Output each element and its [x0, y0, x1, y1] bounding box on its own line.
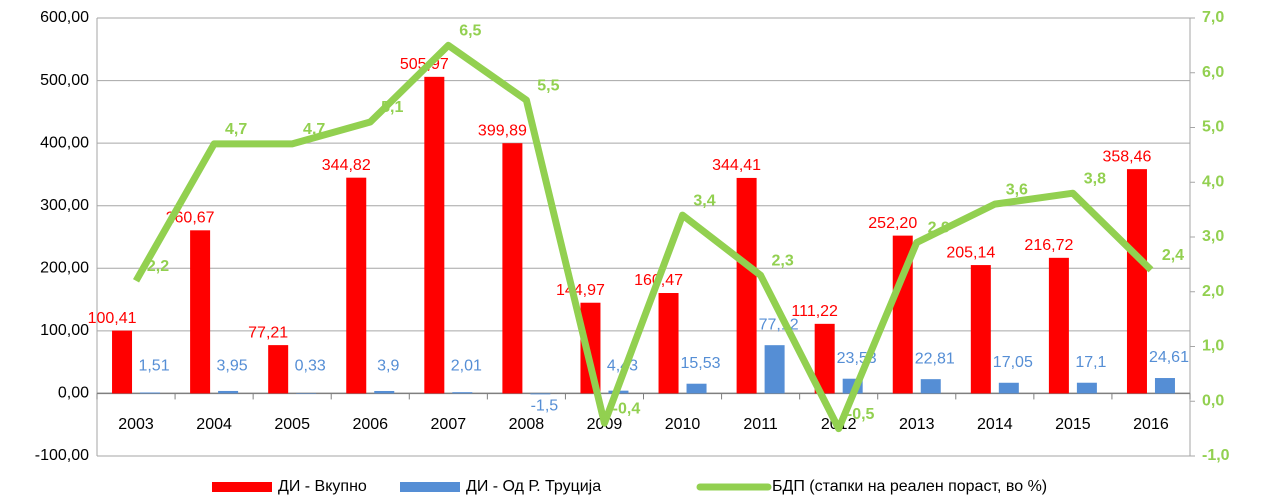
- bar: [580, 302, 601, 394]
- y-tick-label: 300,00: [40, 197, 89, 214]
- data-label: 2,9: [928, 220, 950, 237]
- bar: [970, 265, 991, 394]
- bar: [736, 177, 757, 394]
- legend-label: БДП (стапки на реален пораст, во %): [772, 478, 1047, 495]
- y-tick-label: 400,00: [40, 134, 89, 151]
- bar: [218, 390, 239, 394]
- y2-tick-label: 6,0: [1202, 64, 1224, 81]
- data-label: 77,21: [248, 324, 288, 341]
- x-tick-label: 2016: [1133, 416, 1169, 433]
- data-label: 1,51: [138, 358, 169, 375]
- data-label: 15,53: [681, 355, 721, 372]
- y-tick-label: 0,00: [58, 385, 89, 402]
- x-tick-label: 2015: [1055, 416, 1091, 433]
- data-label: 3,95: [217, 358, 248, 375]
- x-tick-label: 2010: [665, 416, 701, 433]
- y2-tick-label: 5,0: [1202, 119, 1224, 136]
- y2-tick-label: -1,0: [1202, 447, 1230, 464]
- y2-tick-label: 3,0: [1202, 228, 1224, 245]
- data-label: 22,81: [915, 350, 955, 367]
- data-label: 2,4: [1162, 247, 1184, 264]
- bar: [296, 393, 317, 394]
- x-tick-label: 2003: [118, 416, 154, 433]
- data-label: 111,22: [791, 303, 838, 320]
- bar: [892, 235, 913, 394]
- data-label: 344,82: [322, 157, 371, 174]
- data-label: 358,46: [1102, 148, 1151, 165]
- data-label: 144,97: [556, 282, 605, 299]
- bar: [452, 392, 473, 394]
- bar: [268, 345, 289, 394]
- data-label: 100,41: [88, 310, 137, 327]
- bar: [1154, 378, 1175, 394]
- data-label: 216,72: [1024, 237, 1073, 254]
- data-label: 252,20: [868, 215, 917, 232]
- y-tick-label: 200,00: [40, 260, 89, 277]
- legend-swatch: [400, 482, 460, 492]
- bar: [998, 382, 1019, 394]
- x-tick-label: 2008: [509, 416, 545, 433]
- y2-tick-label: 2,0: [1202, 283, 1224, 300]
- x-tick-label: 2006: [352, 416, 388, 433]
- legend-swatch: [212, 482, 272, 492]
- data-label: 2,3: [771, 253, 793, 270]
- bar: [1126, 169, 1147, 394]
- bar: [190, 230, 211, 394]
- bar: [502, 143, 523, 394]
- bar: [920, 379, 941, 394]
- data-label: 344,41: [712, 157, 761, 174]
- data-label: 0,33: [295, 358, 326, 375]
- bar: [424, 76, 445, 394]
- legend-label: ДИ - Вкупно: [278, 478, 367, 495]
- data-label: 205,14: [946, 244, 995, 261]
- line: [132, 41, 1154, 433]
- y-tick-label: 500,00: [40, 72, 89, 89]
- data-label: 3,8: [1084, 170, 1106, 187]
- data-label: -1,5: [531, 398, 559, 415]
- y2-tick-label: 7,0: [1202, 9, 1224, 26]
- legend-label: ДИ - Од Р. Труција: [466, 478, 601, 495]
- y-tick-label: 600,00: [40, 9, 89, 26]
- x-tick-label: 2007: [431, 416, 467, 433]
- bar: [1076, 382, 1097, 394]
- data-label: 5,1: [381, 99, 403, 116]
- bar: [112, 330, 133, 394]
- data-label: 17,05: [993, 354, 1033, 371]
- data-label: 3,4: [693, 192, 715, 209]
- bar: [140, 392, 161, 394]
- y-tick-label: 100,00: [40, 322, 89, 339]
- y2-tick-label: 4,0: [1202, 173, 1224, 190]
- data-label: 2,01: [451, 358, 482, 375]
- data-label: 24,61: [1149, 349, 1189, 366]
- x-tick-label: 2005: [274, 416, 310, 433]
- data-label: 3,9: [377, 358, 399, 375]
- data-label: 2,2: [147, 258, 169, 275]
- bar: [814, 323, 835, 394]
- data-label: 4,7: [303, 121, 325, 138]
- bar: [1048, 257, 1069, 394]
- x-tick-label: 2014: [977, 416, 1013, 433]
- data-label: 17,1: [1075, 354, 1106, 371]
- data-label: 4,7: [225, 121, 247, 138]
- y2-tick-label: 0,0: [1202, 392, 1224, 409]
- bar: [686, 383, 707, 394]
- y2-tick-label: 1,0: [1202, 338, 1224, 355]
- data-label: 399,89: [478, 122, 527, 139]
- bar: [346, 177, 367, 394]
- y-tick-label: -100,00: [35, 447, 89, 464]
- bar: [658, 293, 679, 394]
- data-label: 5,5: [537, 77, 559, 94]
- data-label: 6,5: [459, 23, 481, 40]
- data-label: -0,5: [847, 406, 875, 423]
- bar: [374, 390, 395, 394]
- data-label: 3,6: [1006, 181, 1028, 198]
- x-tick-label: 2013: [899, 416, 935, 433]
- data-label: -0,4: [613, 400, 641, 417]
- bar: [764, 345, 785, 394]
- bar: [530, 393, 551, 395]
- x-tick-label: 2004: [196, 416, 232, 433]
- x-tick-label: 2011: [743, 416, 778, 433]
